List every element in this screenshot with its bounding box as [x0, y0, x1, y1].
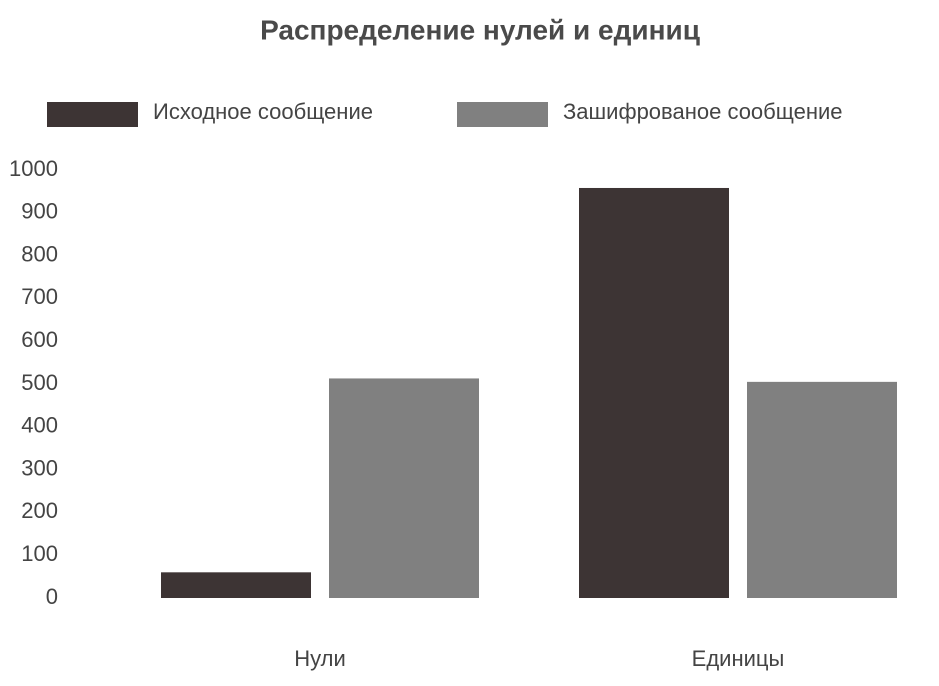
y-tick-label: 0 [46, 584, 58, 609]
y-tick-label: 400 [21, 413, 58, 438]
bar [329, 378, 479, 598]
bar [579, 187, 729, 598]
legend-label: Зашифрованое сообщение [563, 99, 843, 124]
x-tick-label: Единицы [692, 646, 785, 671]
y-tick-label: 100 [21, 541, 58, 566]
y-tick-label: 1000 [9, 156, 58, 181]
bar [161, 572, 311, 598]
y-tick-label: 900 [21, 199, 58, 224]
chart-title: Распределение нулей и единиц [260, 14, 700, 45]
y-tick-label: 500 [21, 370, 58, 395]
x-tick-label: Нули [294, 646, 346, 671]
legend-swatch [47, 102, 138, 127]
y-tick-label: 700 [21, 284, 58, 309]
legend-label: Исходное сообщение [153, 99, 373, 124]
y-tick-label: 600 [21, 327, 58, 352]
y-tick-label: 300 [21, 455, 58, 480]
y-tick-label: 800 [21, 241, 58, 266]
bar [747, 381, 897, 598]
legend-swatch [457, 102, 548, 127]
y-tick-label: 200 [21, 498, 58, 523]
